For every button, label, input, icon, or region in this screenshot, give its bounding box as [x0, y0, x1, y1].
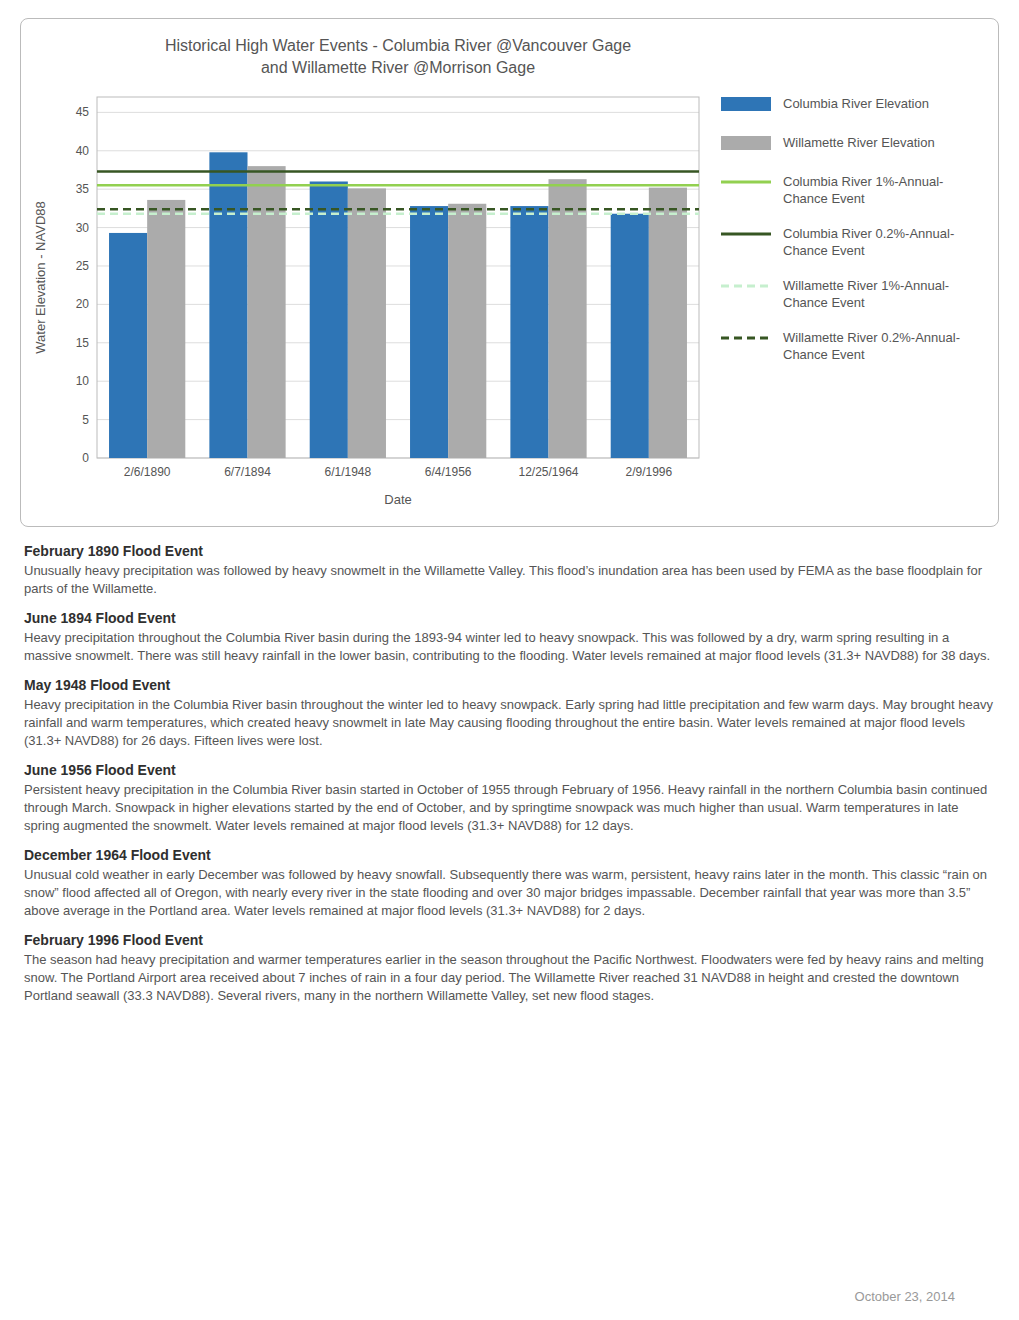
legend-icon-box [721, 174, 771, 194]
legend-item: Columbia River 0.2%-Annual-Chance Event [721, 225, 977, 259]
annotation-text: Heavy precipitation in the Columbia Rive… [24, 696, 995, 750]
grid-line [97, 381, 699, 382]
legend-item: Willamette River Elevation [721, 134, 977, 155]
legend-item: Columbia River 1%-Annual-Chance Event [721, 173, 977, 207]
y-tick-label: 15 [76, 336, 90, 350]
bar [147, 200, 185, 458]
legend-icon-box [721, 135, 771, 155]
annotation-text: Persistent heavy precipitation in the Co… [24, 781, 995, 835]
grid-line [97, 112, 699, 113]
y-tick-label: 40 [76, 144, 90, 158]
x-tick-label: 6/7/1894 [224, 465, 271, 479]
x-tick-label: 12/25/1964 [518, 465, 578, 479]
legend-icon-box [721, 278, 771, 298]
annotation-title: December 1964 Flood Event [24, 847, 995, 863]
legend-label: Columbia River Elevation [783, 95, 929, 112]
legend-icon [721, 330, 771, 346]
legend-swatch [721, 285, 771, 288]
legend-icon [721, 226, 771, 242]
bar [549, 179, 587, 458]
legend-item: Willamette River 1%-Annual-Chance Event [721, 277, 977, 311]
grid-line [97, 150, 699, 151]
reference-line [97, 208, 699, 211]
legend-label: Willamette River 1%-Annual-Chance Event [783, 277, 977, 311]
grid-line [97, 265, 699, 266]
legend-label: Willamette River Elevation [783, 134, 935, 151]
x-tick-label: 2/6/1890 [124, 465, 171, 479]
x-axis-label: Date [384, 492, 411, 507]
y-tick-label: 5 [82, 413, 89, 427]
bar [209, 152, 247, 458]
plot-frame [97, 97, 699, 458]
annotations: February 1890 Flood Event Unusually heavy… [20, 543, 999, 1017]
annotation-text: Heavy precipitation throughout the Colum… [24, 629, 995, 665]
grid-line [97, 419, 699, 420]
x-tick-label: 6/1/1948 [324, 465, 371, 479]
grid-line [97, 304, 699, 305]
legend: Columbia River Elevation Willamette River… [715, 25, 977, 381]
legend-item: Willamette River 0.2%-Annual-Chance Even… [721, 329, 977, 363]
y-tick-label: 35 [76, 182, 90, 196]
legend-icon [721, 135, 771, 151]
legend-label: Willamette River 0.2%-Annual-Chance Even… [783, 329, 977, 363]
annotation-title: June 1894 Flood Event [24, 610, 995, 626]
legend-icon-box [721, 96, 771, 116]
x-tick-label: 6/4/1956 [425, 465, 472, 479]
legend-icon-box [721, 330, 771, 350]
annotation-title: May 1948 Flood Event [24, 677, 995, 693]
annotation-text: Unusual cold weather in early December w… [24, 866, 995, 920]
legend-icon-box [721, 226, 771, 246]
annotation-title: June 1956 Flood Event [24, 762, 995, 778]
chart-subtitle: and Willamette River @Morrison Gage [261, 59, 535, 76]
bar [611, 214, 649, 458]
annotation-text: The season had heavy precipitation and w… [24, 951, 995, 1005]
legend-label: Columbia River 0.2%-Annual-Chance Event [783, 225, 977, 259]
legend-item: Columbia River Elevation [721, 95, 977, 116]
footnote: October 23, 2014 [20, 1289, 999, 1304]
y-tick-label: 0 [82, 451, 89, 465]
legend-swatch [721, 136, 771, 150]
legend-icon [721, 96, 771, 112]
bar [410, 206, 448, 458]
bar [649, 188, 687, 458]
reference-line [97, 170, 699, 173]
bar [109, 233, 147, 458]
legend-swatch [721, 337, 771, 340]
x-tick-label: 2/9/1996 [625, 465, 672, 479]
bar [448, 204, 486, 458]
page: Historical High Water Events - Columbia … [0, 0, 1019, 1320]
legend-swatch [721, 233, 771, 236]
legend-label: Columbia River 1%-Annual-Chance Event [783, 173, 977, 207]
chart-title: Historical High Water Events - Columbia … [165, 37, 631, 54]
y-axis-label: Water Elevation - NAVD88 [33, 201, 48, 353]
bar [310, 181, 348, 458]
legend-swatch [721, 97, 771, 111]
grid-line [97, 342, 699, 343]
grid-line [97, 189, 699, 190]
annotation-text: Unusually heavy precipitation was follow… [24, 562, 995, 598]
bar [348, 188, 386, 458]
reference-line [97, 184, 699, 187]
reference-line [97, 212, 699, 215]
chart-box: Historical High Water Events - Columbia … [20, 18, 999, 527]
y-tick-label: 30 [76, 221, 90, 235]
chart: Historical High Water Events - Columbia … [25, 25, 715, 520]
annotation-title: February 1996 Flood Event [24, 932, 995, 948]
annotation-title: February 1890 Flood Event [24, 543, 995, 559]
legend-swatch [721, 181, 771, 184]
legend-icon [721, 278, 771, 294]
y-tick-label: 25 [76, 259, 90, 273]
y-tick-label: 10 [76, 374, 90, 388]
plot-data [97, 152, 699, 458]
bar [510, 206, 548, 458]
y-tick-label: 45 [76, 105, 90, 119]
grid-line [97, 227, 699, 228]
y-tick-label: 20 [76, 297, 90, 311]
legend-icon [721, 174, 771, 190]
